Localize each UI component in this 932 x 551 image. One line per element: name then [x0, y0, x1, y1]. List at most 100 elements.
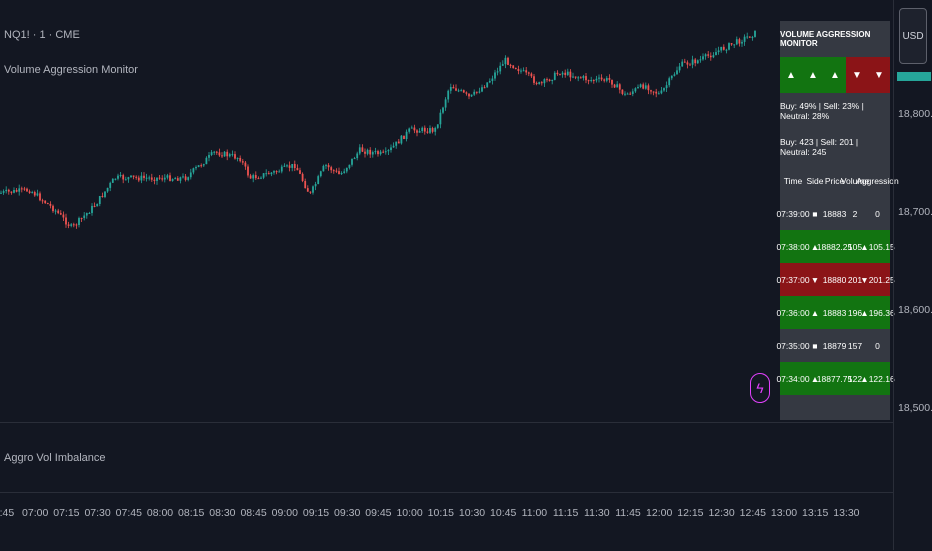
candle-body [546, 79, 548, 81]
symbol-label[interactable]: NQ1! · 1 · CME [4, 29, 80, 41]
candle-body [384, 151, 387, 153]
candle-body [738, 39, 741, 44]
candle-body [33, 192, 36, 196]
candle-body [382, 151, 385, 153]
candle-body [715, 52, 717, 56]
candle-body [634, 88, 637, 92]
x-tick: 10:30 [458, 507, 486, 519]
candle-body [598, 77, 600, 79]
y-tick: 18,600.00 [898, 304, 932, 316]
candle-body [481, 87, 483, 92]
header-time: Time [783, 176, 803, 186]
candle-body [351, 158, 353, 165]
candle-body [44, 200, 47, 204]
candle-body [637, 87, 639, 89]
cell-aggression: ▲105.15 [860, 241, 895, 252]
candle-body [473, 91, 476, 95]
candle-body [371, 152, 374, 155]
candle-body [426, 131, 429, 133]
candle-body [353, 158, 356, 160]
candle-body [611, 79, 613, 85]
candle-body [299, 170, 301, 174]
candle-body [80, 218, 83, 220]
candle-body [2, 191, 5, 193]
cell-price: 18877.75 [816, 373, 853, 384]
candle-body [158, 177, 161, 179]
candle-body [153, 179, 156, 181]
candle-body [358, 147, 361, 154]
candle-body [694, 59, 697, 64]
x-tick: 11:00 [521, 507, 548, 519]
candle-body [408, 128, 411, 132]
candle-body [361, 147, 364, 152]
arrow-cell: ▼ [846, 57, 868, 93]
candle-body [556, 72, 559, 75]
candle-body [286, 165, 288, 167]
candle-body [566, 71, 569, 75]
x-tick: 07:45 [115, 507, 142, 519]
candle-body [127, 177, 130, 180]
candle-body [249, 175, 252, 179]
candle-body [36, 193, 39, 196]
candle-body [572, 76, 574, 78]
candle-body [195, 166, 197, 169]
candle-body [166, 175, 169, 178]
candle-body [696, 60, 699, 64]
candle-body [605, 78, 608, 81]
candle-body [533, 76, 535, 83]
price-axis[interactable]: USD 18,800.00 18,700.00 18,600.00 18,500… [893, 0, 932, 550]
candle-body [741, 41, 743, 44]
candle-body [189, 172, 192, 178]
candle-body [83, 215, 86, 219]
candle-body [590, 80, 593, 82]
candle-body [512, 65, 515, 68]
candle-body [629, 93, 632, 95]
candle-body [392, 145, 395, 148]
x-tick: 07:00 [22, 507, 49, 519]
candle-body [535, 82, 538, 85]
candle-body [517, 68, 520, 72]
header-volume: Volume [840, 176, 870, 186]
candle-body [174, 178, 177, 180]
candle-body [499, 65, 502, 72]
candle-body [54, 210, 57, 212]
candle-body [200, 165, 203, 167]
candle-body [117, 175, 119, 179]
cell-volume: 196 [847, 307, 863, 318]
candle-body [234, 154, 236, 159]
candle-body [96, 204, 99, 207]
lightning-icon[interactable]: ϟ [750, 373, 770, 403]
percent-summary: Buy: 49% | Sell: 23% | Neutral: 28% [780, 93, 890, 129]
indicator-pane-label[interactable]: Aggro Vol Imbalance [4, 452, 106, 464]
currency-button[interactable]: USD [899, 8, 927, 64]
candle-body [421, 127, 424, 131]
x-tick: 13:15 [802, 507, 829, 519]
table-row: 07:38:00 ▲ 18882.25 105 ▲105.15 [776, 230, 895, 263]
candle-body [577, 77, 580, 79]
time-axis[interactable]: 6:45 07:00 07:15 07:30 07:45 08:00 08:15 08:30 0… [0, 492, 893, 551]
candle-body [111, 178, 114, 183]
candle-body [244, 162, 247, 167]
candle-body [416, 130, 418, 133]
indicator-label[interactable]: Volume Aggression Monitor [4, 64, 138, 76]
candle-body [241, 161, 244, 163]
candle-body [639, 84, 642, 88]
indicator-pane[interactable]: Aggro Vol Imbalance [0, 422, 893, 492]
candle-body [314, 183, 317, 187]
candle-body [603, 79, 606, 81]
candle-body [15, 190, 18, 192]
candle-body [618, 84, 621, 90]
y-tick: 18,700.00 [898, 206, 932, 218]
candle-body [275, 171, 278, 173]
candle-body [462, 90, 465, 93]
candle-body [202, 164, 205, 166]
cell-time: 07:34:00 [776, 373, 810, 384]
candle-body [668, 78, 671, 86]
candle-body [143, 175, 145, 178]
candle-body [569, 71, 572, 78]
candle-body [148, 177, 151, 179]
candle-body [579, 77, 582, 79]
price-chart-pane[interactable]: NQ1! · 1 · CME Volume Aggression Monitor… [0, 0, 899, 420]
candle-body [192, 168, 195, 173]
candlestick-chart[interactable] [0, 0, 893, 420]
